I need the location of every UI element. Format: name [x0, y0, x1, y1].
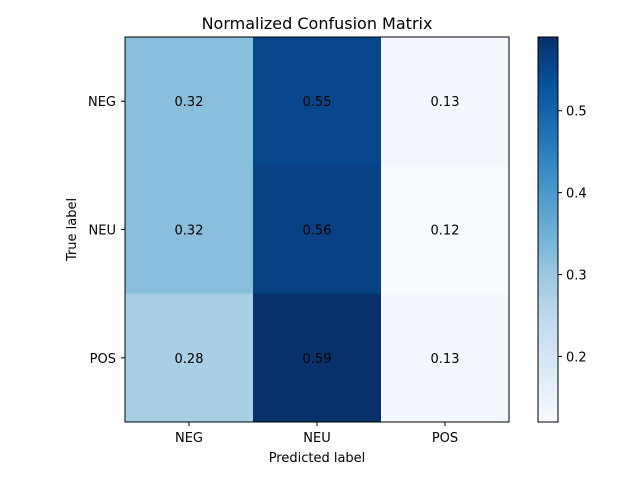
y-axis-label: True label — [65, 198, 80, 262]
heatmap-cell — [253, 37, 382, 166]
heatmap-cell — [125, 293, 254, 423]
cell-value-label: 0.13 — [431, 352, 460, 367]
cell-value-label: 0.32 — [175, 224, 204, 239]
heatmap-cell — [381, 293, 510, 423]
cell-value-label: 0.32 — [175, 95, 204, 110]
heatmap-cell — [125, 37, 254, 166]
cell-value-label: 0.56 — [303, 224, 332, 239]
heatmap-cell — [381, 37, 510, 166]
y-tick-label: POS — [90, 352, 116, 367]
y-axis-ticks: NEG NEU POS — [88, 95, 125, 367]
x-tick-label: NEU — [303, 431, 330, 446]
cell-value-label: 0.28 — [175, 352, 204, 367]
y-tick-label: NEG — [88, 95, 116, 110]
x-axis-label: Predicted label — [269, 451, 366, 466]
colorbar — [537, 36, 559, 423]
y-tick-label: NEU — [89, 224, 116, 239]
heatmap-cell — [253, 293, 382, 423]
chart-title: Normalized Confusion Matrix — [202, 14, 433, 33]
x-tick-label: NEG — [175, 431, 203, 446]
cell-value-label: 0.59 — [303, 352, 332, 367]
heatmap-cell — [381, 165, 510, 295]
cell-value-label: 0.13 — [431, 95, 460, 110]
cell-value-label: 0.12 — [431, 224, 460, 239]
cell-value-label: 0.55 — [303, 95, 332, 110]
heatmap-cell-labels: 0.32 0.55 0.13 0.32 0.56 0.12 0.28 0.59 0.13 — [175, 95, 460, 367]
colorbar-tick-label: 0.5 — [566, 105, 587, 120]
colorbar-tick-label: 0.2 — [566, 350, 587, 365]
colorbar-ticks: 0.2 0.3 0.4 0.5 — [558, 105, 587, 365]
heatmap-cells — [125, 37, 510, 423]
colorbar-tick-label: 0.4 — [566, 187, 587, 202]
heatmap-cell — [125, 165, 254, 295]
colorbar-tick-label: 0.3 — [566, 269, 587, 284]
x-tick-label: POS — [432, 431, 458, 446]
heatmap-cell — [253, 165, 382, 295]
x-axis-ticks: NEG NEU POS — [175, 422, 458, 446]
